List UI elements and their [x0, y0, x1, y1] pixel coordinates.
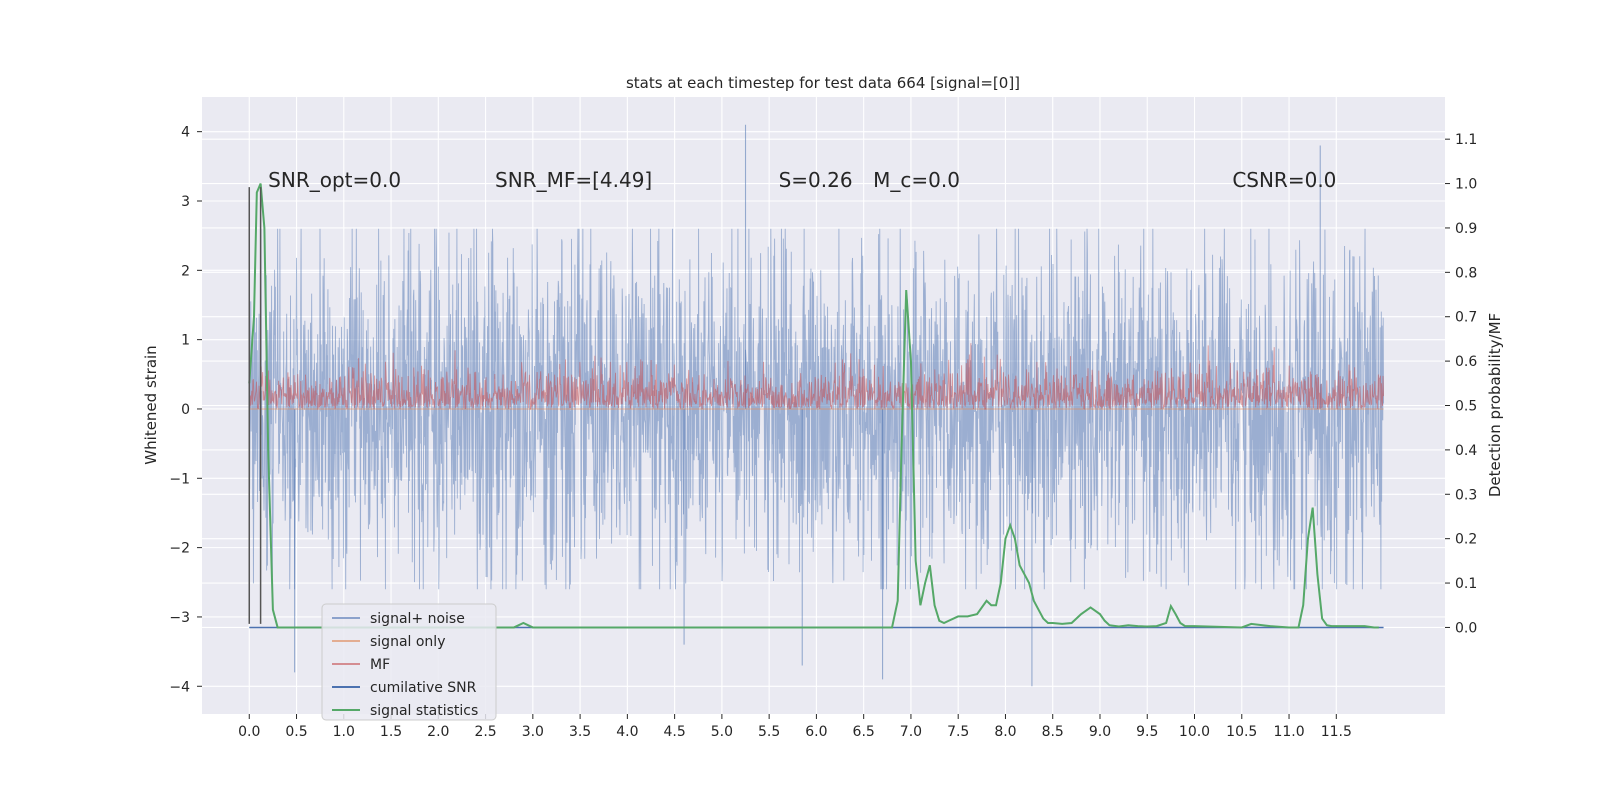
y-axis-left: −4 −3 −2 −1 0 1 2 3 4 [169, 125, 202, 695]
y-tick-label: 4 [181, 125, 190, 141]
x-axis: 0.0 0.5 1.0 1.5 2.0 2.5 3.0 3.5 4.0 4.5 5.0 5.5 6.0 6… [238, 714, 1352, 740]
noise-trace [248, 228, 1385, 590]
legend-label: signal only [370, 634, 445, 650]
legend-label: signal statistics [370, 703, 478, 719]
y-right-tick-label: 0.5 [1455, 399, 1477, 415]
x-tick-label: 11.0 [1273, 724, 1304, 740]
legend-label: signal+ noise [370, 611, 465, 627]
annotations: SNR_opt=0.0 SNR_MF=[4.49] S=0.26 M_c=0.0 CSN… [268, 168, 1336, 192]
y-right-tick-label: 0.6 [1455, 354, 1477, 370]
legend-label: cumilative SNR [370, 680, 477, 696]
y-tick-label: 2 [181, 263, 190, 279]
x-tick-label: 4.5 [663, 724, 685, 740]
x-tick-label: 4.0 [616, 724, 638, 740]
legend-label: MF [370, 657, 390, 673]
series-signal-plus-noise [248, 124, 1385, 687]
y-axis-right: 0.0 0.1 0.2 0.3 0.4 0.5 0.6 0.7 0.8 0.9 1.0 1.1 [1445, 132, 1477, 636]
x-tick-label: 9.5 [1136, 724, 1158, 740]
x-tick-label: 5.0 [711, 724, 733, 740]
x-tick-label: 1.5 [380, 724, 402, 740]
legend: signal+ noise signal only MF cumilative SNR… [321, 603, 497, 721]
y-right-tick-label: 0.4 [1455, 443, 1477, 459]
chart-title: stats at each timestep for test data 664… [626, 74, 1020, 92]
x-tick-label: 6.0 [805, 724, 827, 740]
x-tick-label: 2.0 [427, 724, 449, 740]
y-tick-label: −4 [169, 679, 190, 695]
x-tick-label: 2.5 [474, 724, 496, 740]
x-tick-label: 10.5 [1226, 724, 1257, 740]
y-tick-label: 0 [181, 402, 190, 418]
x-tick-label: 8.5 [1042, 724, 1064, 740]
y-right-tick-label: 1.1 [1455, 132, 1477, 148]
x-tick-label: 10.0 [1179, 724, 1210, 740]
y-right-tick-label: 1.0 [1455, 177, 1477, 193]
x-tick-label: 7.0 [900, 724, 922, 740]
y-right-tick-label: 0.7 [1455, 310, 1477, 326]
x-tick-label: 8.0 [994, 724, 1016, 740]
legend-box [321, 603, 497, 721]
annotation-text: M_c=0.0 [873, 168, 960, 192]
y-right-tick-label: 0.8 [1455, 265, 1477, 281]
x-tick-label: 0.0 [238, 724, 260, 740]
y-tick-label: −2 [169, 541, 190, 557]
y-tick-label: 1 [181, 333, 190, 349]
annotation-text: S=0.26 [779, 168, 853, 192]
x-tick-label: 9.0 [1089, 724, 1111, 740]
x-tick-label: 6.5 [853, 724, 875, 740]
annotation-text: SNR_opt=0.0 [268, 168, 401, 192]
y-tick-label: −3 [169, 610, 190, 626]
annotation-text: SNR_MF=[4.49] [495, 168, 652, 192]
y-axis-right-label: Detection probability/MF [1486, 313, 1504, 497]
x-tick-label: 5.5 [758, 724, 780, 740]
x-tick-label: 11.5 [1321, 724, 1352, 740]
y-right-tick-label: 0.9 [1455, 221, 1477, 237]
series-signal-statistics [248, 183, 1379, 629]
y-right-tick-label: 0.0 [1455, 620, 1477, 636]
y-axis-label: Whitened strain [142, 345, 160, 464]
x-tick-label: 1.0 [333, 724, 355, 740]
y-right-tick-label: 0.3 [1455, 487, 1477, 503]
y-right-tick-label: 0.2 [1455, 532, 1477, 548]
x-tick-label: 7.5 [947, 724, 969, 740]
y-tick-label: 3 [181, 194, 190, 210]
mf-trace [248, 343, 1385, 411]
x-tick-label: 3.5 [569, 724, 591, 740]
series-mf [248, 343, 1385, 411]
y-right-tick-label: 0.1 [1455, 576, 1477, 592]
x-tick-label: 0.5 [285, 724, 307, 740]
y-tick-label: −1 [169, 471, 190, 487]
annotation-text: CSNR=0.0 [1232, 168, 1336, 192]
x-tick-label: 3.0 [522, 724, 544, 740]
